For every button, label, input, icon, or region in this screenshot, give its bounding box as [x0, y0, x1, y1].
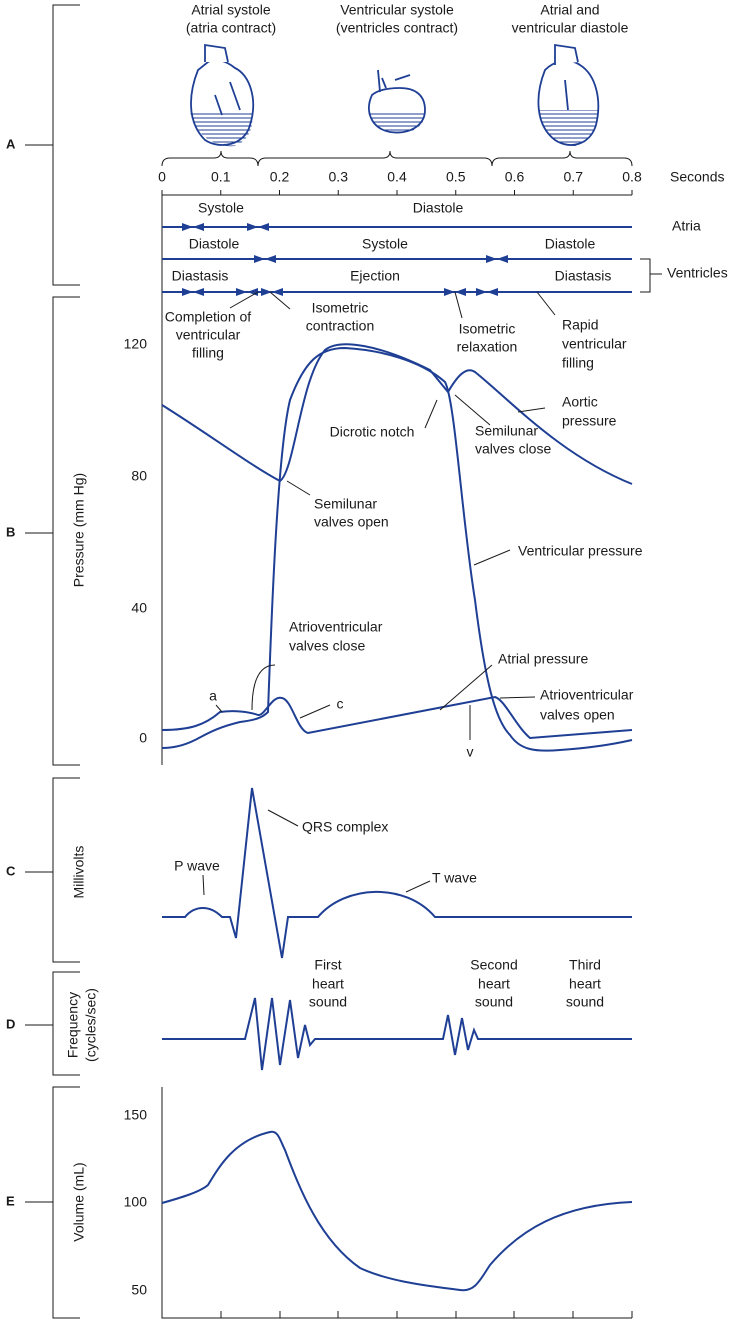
annotation: Ventricular pressure — [518, 543, 643, 559]
annotation: v — [467, 744, 474, 760]
panel-label: C — [6, 863, 16, 878]
annotation: pressure — [562, 413, 617, 429]
axis-line — [161, 1087, 633, 1319]
annotation: filling — [192, 345, 224, 361]
annotation: ventricular — [176, 327, 241, 343]
x-tick-label: 0.4 — [387, 169, 407, 185]
phase-label: Systole — [198, 200, 244, 216]
phase-label: Diastasis — [172, 268, 229, 284]
annotation: valves close — [289, 638, 365, 654]
y-tick-label: 50 — [131, 1282, 147, 1298]
x-tick-label: 0.6 — [505, 169, 525, 185]
annotation: valves close — [475, 441, 551, 457]
x-tick-label: 0.2 — [270, 169, 290, 185]
x-tick-label: 0.3 — [329, 169, 349, 185]
y-tick-label: 120 — [124, 336, 148, 352]
phase-label: Diastole — [413, 200, 464, 216]
x-tick-label: 0.1 — [211, 169, 231, 185]
volume-curve — [161, 1130, 633, 1292]
annotation: Atrioventricular — [289, 619, 383, 635]
y-tick-label: 80 — [131, 468, 147, 484]
y-tick-label: 0 — [139, 730, 147, 746]
annotation: Atrioventricular — [540, 687, 634, 703]
header-text: Atrial and — [540, 2, 599, 18]
annotation: sound — [309, 994, 347, 1010]
annotation: Dicrotic notch — [330, 424, 415, 440]
annotation: c — [337, 696, 344, 712]
y-tick-label: 150 — [124, 1107, 148, 1123]
panel-label: D — [6, 1016, 15, 1031]
axis-title: Volume (mL) — [71, 1162, 87, 1241]
axis-title: Frequency — [65, 992, 81, 1058]
atrial-pressure-curve — [161, 695, 633, 740]
annotation: Isometric — [459, 321, 516, 337]
annotation: Completion of — [165, 309, 251, 325]
header-text: Atrial systole — [191, 2, 271, 18]
x-tick-label: 0.7 — [564, 169, 584, 185]
annotation: Semilunar — [314, 496, 377, 512]
annotation: Second — [470, 957, 517, 973]
panel-brackets — [25, 4, 80, 1319]
annotation: Rapid — [562, 317, 599, 333]
x-tick-label: 0.5 — [446, 169, 466, 185]
annotation: Isometric — [312, 300, 369, 316]
panel-label: E — [6, 1193, 15, 1208]
annotation: a — [209, 688, 217, 704]
heart-icons — [190, 43, 600, 147]
phase-label: Diastole — [545, 236, 596, 252]
heart-sound-curve — [162, 997, 632, 1071]
phase-label: Diastasis — [555, 268, 612, 284]
annotation: sound — [566, 994, 604, 1010]
ecg-curve — [162, 787, 632, 959]
annotation: Aortic — [562, 394, 598, 410]
phase-label: Systole — [362, 236, 408, 252]
axis-label: Seconds — [670, 169, 724, 185]
axis-title: Pressure (mm Hg) — [71, 473, 87, 587]
phase-label: Ventricles — [667, 265, 728, 281]
axis-title: Millivolts — [71, 846, 87, 899]
annotation: sound — [475, 994, 513, 1010]
phase-lines — [161, 195, 662, 297]
header-text: ventricular diastole — [512, 20, 629, 36]
axis-title: (cycles/sec) — [83, 988, 99, 1062]
phase-label: Atria — [672, 218, 701, 234]
annotation: heart — [312, 976, 344, 992]
annotation: relaxation — [457, 339, 518, 355]
header-text: (atria contract) — [186, 20, 276, 36]
aortic-pressure-curve — [161, 343, 633, 485]
y-tick-label: 40 — [131, 600, 147, 616]
annotation: T wave — [432, 870, 477, 886]
annotation: First — [314, 957, 341, 973]
annotation: heart — [569, 976, 601, 992]
annotation: QRS complex — [302, 819, 388, 835]
phase-label: Diastole — [189, 236, 240, 252]
annotation: valves open — [314, 514, 389, 530]
header-text: Ventricular systole — [340, 2, 454, 18]
x-tick-label: 0.8 — [622, 169, 642, 185]
annotation: Third — [569, 957, 601, 973]
panel-label: A — [6, 136, 16, 151]
annotation: Atrial pressure — [498, 651, 588, 667]
ventricular-pressure-curve — [161, 346, 633, 752]
annotation: contraction — [306, 318, 374, 334]
annotation: heart — [478, 976, 510, 992]
annotation: Semilunar — [475, 423, 538, 439]
annotation: filling — [562, 355, 594, 371]
panel-label: B — [6, 524, 15, 539]
annotation: valves open — [540, 707, 615, 723]
leader-lines — [202, 291, 556, 896]
annotation: ventricular — [562, 336, 627, 352]
y-tick-label: 100 — [124, 1194, 148, 1210]
x-tick-label: 0 — [158, 169, 166, 185]
annotation: P wave — [174, 858, 220, 874]
brace — [161, 150, 633, 167]
phase-label: Ejection — [350, 268, 400, 284]
header-text: (ventricles contract) — [336, 20, 458, 36]
